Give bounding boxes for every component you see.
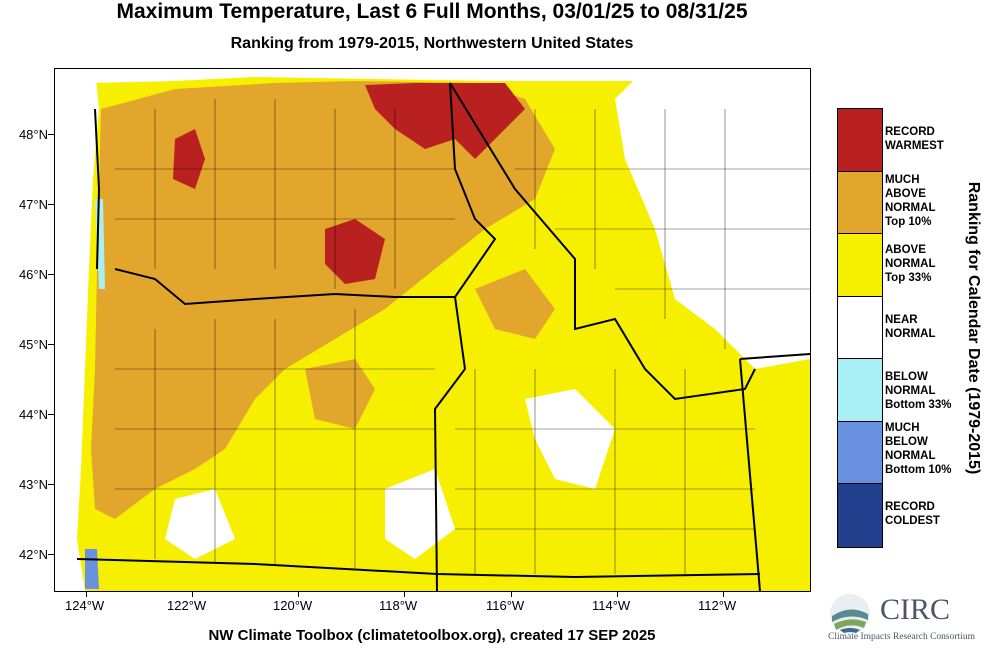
circ-logo-subtitle: Climate Impacts Research Consortium [828,632,975,642]
lon-label-118: 118°W [379,598,418,613]
legend-swatch-much-above [838,171,882,234]
legend-label-above: ABOVE NORMAL Top 33% [885,244,936,284]
lon-label-122: 122°W [167,598,207,613]
lat-label-46: 46°N [18,267,48,282]
lat-label-42: 42°N [18,547,48,562]
legend-label-record-warmest: RECORD WARMEST [885,126,944,152]
legend-swatch-below [838,359,882,422]
lon-label-124: 124°W [65,598,105,613]
legend-label-much-above: MUCH ABOVE NORMAL Top 10% [885,174,936,228]
legend-swatch-record-warmest [838,109,882,172]
circ-logo-name: CIRC [880,593,951,626]
much-above-normal-patch [305,359,375,429]
lat-label-45: 45°N [18,337,48,352]
near-normal-snake-plain [525,389,615,489]
legend-swatch-near-normal [838,296,882,359]
near-normal-montana [615,69,810,369]
wa-or-border [114,268,455,306]
near-normal-oregon-2 [165,489,235,559]
much-above-normal-region [91,81,555,519]
lon-label-116: 116°W [486,598,525,613]
circ-logo [830,594,870,634]
legend-title: Ranking for Calendar Date (1979-2015) [965,181,982,475]
color-legend [837,108,883,548]
near-normal-canada-strip [55,69,810,83]
legend-swatch-much-below [838,421,882,484]
lon-label-112: 112°W [698,598,737,613]
id-west-border [433,82,497,591]
legend-label-below: BELOW NORMAL Bottom 33% [885,371,952,411]
map-title: Maximum Temperature, Last 6 Full Months,… [116,0,748,23]
legend-label-near-normal: NEAR NORMAL [885,314,936,340]
lon-label-120: 120°W [273,598,313,613]
legend-label-much-below: MUCH BELOW NORMAL Bottom 10% [885,422,952,476]
much-below-normal-coast [85,549,99,589]
lat-label-44: 44°N [18,407,48,422]
legend-swatch-record-coldest [838,484,882,547]
temperature-ranking-map [54,68,811,592]
or-ca-border [76,558,761,579]
wa-coast-line [94,108,101,270]
legend-swatch-above [838,234,882,297]
record-warmest-columbia [325,219,385,284]
pacific-ocean [55,69,99,591]
lat-label-47: 47°N [18,197,48,212]
near-normal-oregon [385,469,455,559]
map-subtitle: Ranking from 1979-2015, Northwestern Uni… [230,35,634,52]
lat-label-43: 43°N [18,477,48,492]
record-warmest-puget [173,129,205,189]
lon-label-114: 114°W [592,598,631,613]
legend-label-record-coldest: RECORD COLDEST [885,501,940,527]
much-above-normal-patch-2 [475,269,555,339]
wy-border [739,353,810,591]
lat-label-48: 48°N [18,127,48,142]
map-footer-credit: NW Climate Toolbox (climatetoolbox.org),… [208,627,656,644]
